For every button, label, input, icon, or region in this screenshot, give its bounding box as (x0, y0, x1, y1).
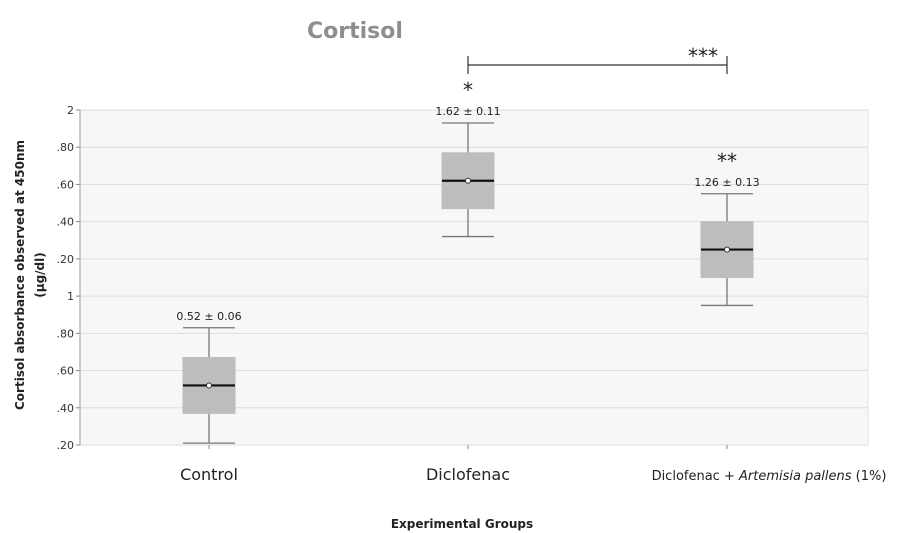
y-tick-label: 1 (67, 290, 74, 303)
value-label: 1.26 ± 0.13 (694, 176, 759, 189)
value-label: 1.62 ± 0.11 (435, 105, 500, 118)
mean-marker (206, 382, 212, 389)
x-axis-label: Experimental Groups (391, 517, 533, 531)
y-tick-label: .40 (57, 216, 75, 229)
y-tick-label: .80 (57, 141, 75, 154)
significance-marker: * (463, 78, 473, 102)
y-tick-label: .20 (57, 253, 75, 266)
box-group-1 (182, 327, 236, 444)
y-axis: 2 .80 .60 .40 .20 1 .80 .60 .40 .20 (57, 104, 81, 452)
box-group-3 (700, 193, 754, 307)
x-category-label: Control (180, 465, 238, 484)
y-tick-label: 2 (67, 104, 74, 117)
box-series (182, 122, 754, 444)
y-axis-label-line2: (µg/dl) (33, 252, 47, 297)
comparison-bracket: *** (467, 44, 728, 74)
y-tick-label: .20 (57, 439, 75, 452)
value-label: 0.52 ± 0.06 (176, 310, 241, 323)
y-tick-label: .80 (57, 327, 75, 340)
x-category-label: Diclofenac + Artemisia pallens (1%) (652, 469, 887, 484)
annotations: 0.52 ± 0.061.62 ± 0.11*1.26 ± 0.13***** (176, 44, 759, 323)
box-group-2 (441, 122, 495, 238)
chart-title: Cortisol (307, 19, 403, 44)
mean-marker (465, 177, 471, 184)
y-tick-label: .60 (57, 178, 75, 191)
y-axis-label-line1: Cortisol absorbance observed at 450nm (13, 140, 27, 410)
comparison-significance: *** (688, 44, 718, 68)
y-tick-label: .40 (57, 402, 75, 415)
x-axis-categories: Control Diclofenac Diclofenac + Artemisia … (180, 445, 886, 484)
significance-marker: ** (717, 149, 737, 173)
mean-marker (724, 246, 730, 253)
y-tick-label: .60 (57, 365, 75, 378)
x-category-label: Diclofenac (426, 465, 510, 484)
